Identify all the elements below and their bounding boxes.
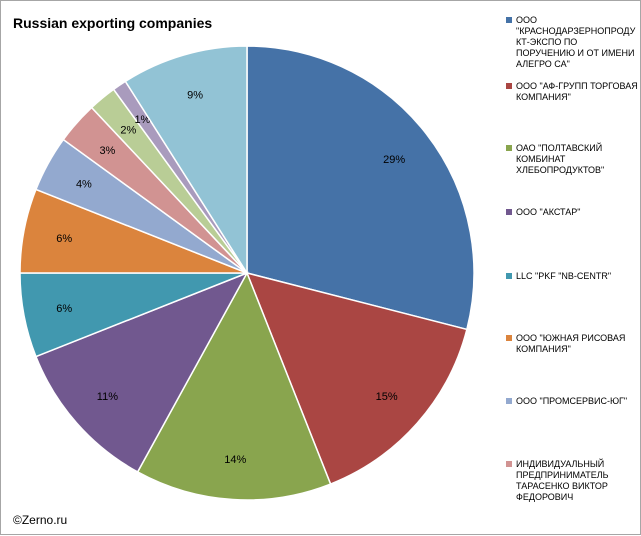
legend-swatch-4	[506, 209, 512, 215]
legend-label-5: LLC "PKF "NB-CENTR"	[516, 271, 612, 281]
slice-label-8: 3%	[99, 145, 115, 157]
legend-label-3: ОАО "ПОЛТАВСКИЙ КОМБИНАТ ХЛЕБОПРОДУКТОВ"	[516, 143, 605, 175]
legend-label-4: ООО "АКСТАР"	[516, 207, 581, 217]
legend-label-8: ИНДИВИДУАЛЬНЫЙ ПРЕДПРИНИМАТЕЛЬ ТАРАСЕНКО…	[516, 459, 609, 502]
legend-label-7: ООО "ПРОМСЕРВИС-ЮГ"	[516, 396, 628, 406]
legend-item-8: ИНДИВИДУАЛЬНЫЙ ПРЕДПРИНИМАТЕЛЬ ТАРАСЕНКО…	[506, 459, 638, 503]
legend-label-6: ООО "ЮЖНАЯ РИСОВАЯ КОМПАНИЯ"	[516, 333, 626, 354]
pie-slice-11	[124, 45, 248, 276]
legend: ООО "КРАСНОДАРЗЕРНОПРОДУКТ-ЭКСПО ПО ПОРУ…	[506, 15, 638, 525]
legend-swatch-7	[506, 398, 512, 404]
legend-item-1: ООО "КРАСНОДАРЗЕРНОПРОДУКТ-ЭКСПО ПО ПОРУ…	[506, 15, 638, 70]
pie-slice-4	[34, 271, 249, 473]
slice-label-1: 29%	[383, 154, 405, 166]
slice-label-9: 2%	[120, 125, 136, 137]
pie-slice-1	[246, 45, 475, 331]
slice-label-7: 4%	[76, 178, 92, 190]
legend-item-7: ООО "ПРОМСЕРВИС-ЮГ"	[506, 396, 638, 407]
legend-swatch-3	[506, 145, 512, 151]
legend-swatch-2	[506, 83, 512, 89]
slice-label-11: 9%	[187, 89, 203, 101]
slice-label-6: 6%	[56, 233, 72, 245]
legend-item-5: LLC "PKF "NB-CENTR"	[506, 271, 638, 282]
legend-label-2: ООО "АФ-ГРУПП ТОРГОВАЯ КОМПАНИЯ"	[516, 81, 638, 102]
pie-slice-3	[136, 271, 332, 501]
legend-label-1: ООО "КРАСНОДАРЗЕРНОПРОДУКТ-ЭКСПО ПО ПОРУ…	[516, 15, 636, 69]
pie-slice-2	[245, 271, 468, 486]
legend-swatch-8	[506, 461, 512, 467]
slice-label-2: 15%	[376, 391, 398, 403]
legend-item-2: ООО "АФ-ГРУПП ТОРГОВАЯ КОМПАНИЯ"	[506, 81, 638, 103]
legend-item-3: ОАО "ПОЛТАВСКИЙ КОМБИНАТ ХЛЕБОПРОДУКТОВ"	[506, 143, 638, 176]
slice-label-5: 6%	[56, 303, 72, 315]
legend-swatch-6	[506, 335, 512, 341]
legend-swatch-1	[506, 17, 512, 23]
legend-item-4: ООО "АКСТАР"	[506, 207, 638, 218]
legend-item-6: ООО "ЮЖНАЯ РИСОВАЯ КОМПАНИЯ"	[506, 333, 638, 355]
slice-label-4: 11%	[97, 391, 118, 403]
slice-label-3: 14%	[224, 454, 246, 466]
legend-swatch-5	[506, 273, 512, 279]
chart-title: Russian exporting companies	[13, 15, 213, 31]
credit-text: ©Zerno.ru	[13, 513, 68, 527]
slice-label-10: 1%	[134, 114, 150, 126]
